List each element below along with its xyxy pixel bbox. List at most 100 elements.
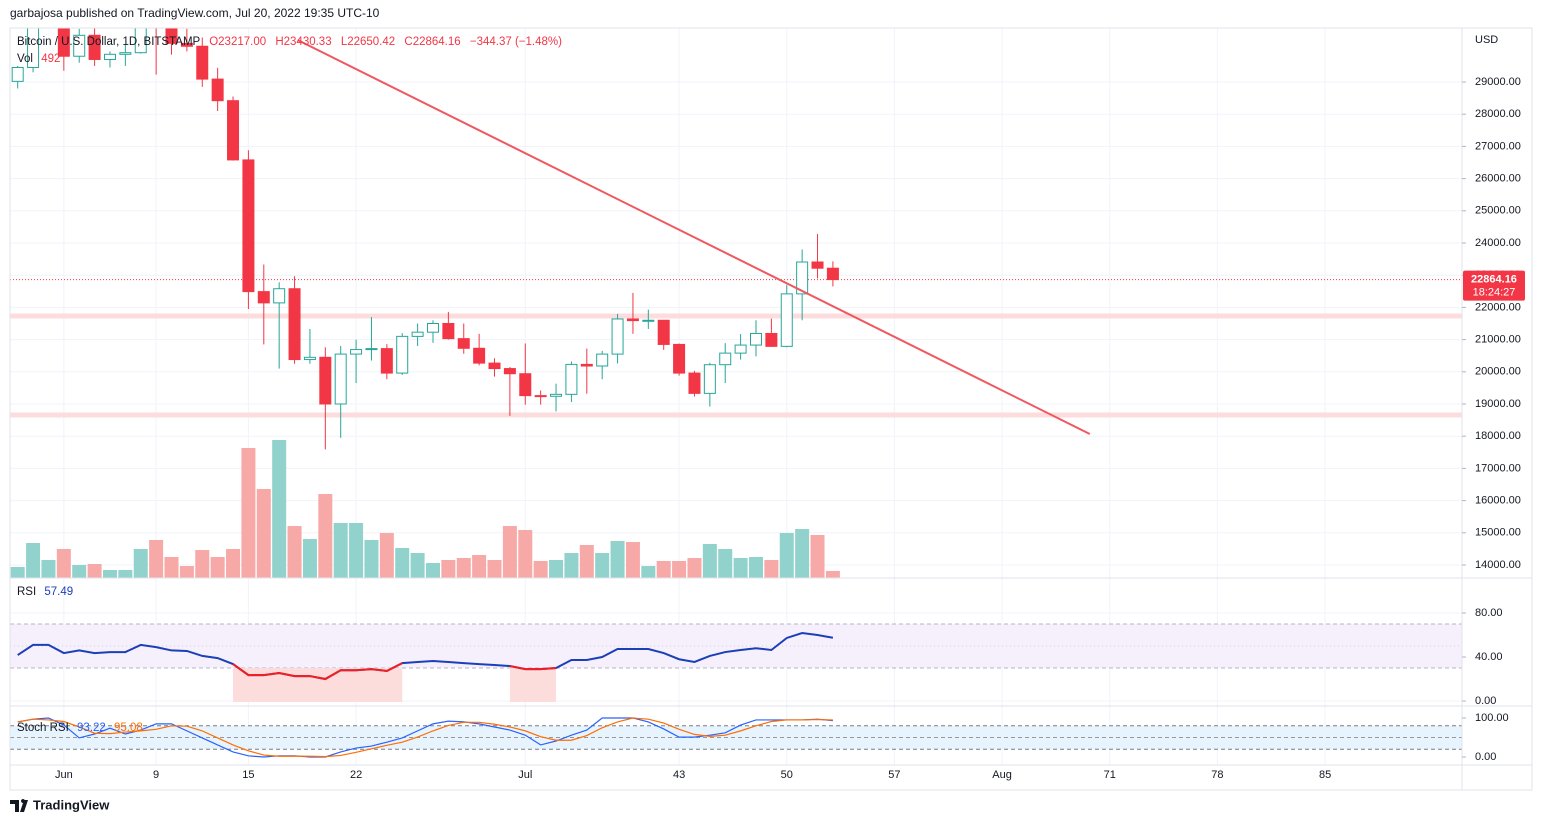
candle-body xyxy=(134,28,147,54)
candle-body xyxy=(211,78,224,102)
candle-body xyxy=(288,288,301,361)
rsi-pane xyxy=(10,623,1462,702)
y-tick-label: 21000.00 xyxy=(1475,334,1521,346)
volume-bar xyxy=(302,539,317,578)
volume-bar xyxy=(425,563,440,578)
support-level xyxy=(10,313,1462,319)
volume-bar xyxy=(825,570,840,578)
volume-bar xyxy=(256,489,271,578)
volume-bar xyxy=(10,567,25,578)
volume-bar xyxy=(210,557,225,578)
x-tick-label: 50 xyxy=(781,769,793,781)
candles xyxy=(10,28,1462,450)
candle-body xyxy=(796,261,809,295)
candle-body xyxy=(411,331,424,337)
volume-bar xyxy=(718,549,733,578)
candle-body xyxy=(749,332,762,346)
x-tick-label: 22 xyxy=(350,769,362,781)
x-tick-label: 71 xyxy=(1104,769,1116,781)
y-tick-label: 0.00 xyxy=(1475,751,1496,763)
volume-bar xyxy=(87,564,102,578)
candle-body xyxy=(426,322,439,333)
x-tick-label: Aug xyxy=(992,769,1012,781)
volume-legend: Vol 492 xyxy=(17,53,60,65)
candle-body xyxy=(673,343,686,374)
footer-logo: TradingView xyxy=(10,797,110,812)
x-tick-label: Jul xyxy=(518,769,532,781)
candle-body xyxy=(319,356,332,405)
oversold-shade xyxy=(509,668,557,702)
volume-bar xyxy=(564,553,579,578)
candle-body xyxy=(227,100,240,161)
candle-body xyxy=(719,352,732,366)
candle-body xyxy=(27,28,40,69)
volume-bar xyxy=(779,533,794,578)
volume-bar xyxy=(272,440,287,578)
y-tick-label: 18000.00 xyxy=(1475,430,1521,442)
legend-high: H23430.33 xyxy=(275,36,331,48)
candle-body xyxy=(180,42,193,47)
y-tick-label: 0.00 xyxy=(1475,695,1496,707)
y-tick-label: 80.00 xyxy=(1475,607,1503,619)
volume-bar xyxy=(748,557,763,578)
rsi-oversold-line xyxy=(232,662,403,681)
legend-open: O23217.00 xyxy=(209,36,266,48)
volume-bars xyxy=(10,440,840,578)
volume-bar xyxy=(764,560,779,578)
candle-body xyxy=(503,368,516,375)
candle-body xyxy=(350,349,363,355)
volume-bar xyxy=(333,523,348,578)
volume-bar xyxy=(149,540,164,578)
candle-body xyxy=(103,53,116,60)
candle-body xyxy=(488,362,501,370)
rsi-band xyxy=(10,624,1462,669)
y-tick-label: 27000.00 xyxy=(1475,140,1521,152)
volume-bar xyxy=(349,523,364,578)
oversold-shade xyxy=(233,668,403,702)
candle-body xyxy=(596,353,609,367)
candle-body xyxy=(442,322,455,340)
y-tick-label: 20000.00 xyxy=(1475,366,1521,378)
candle-body xyxy=(734,344,747,354)
candle-body xyxy=(242,159,255,293)
candle-body xyxy=(811,261,824,269)
volume-bar xyxy=(395,548,410,578)
volume-bar xyxy=(456,558,471,578)
candle-body xyxy=(550,393,563,397)
legend: Bitcoin / U.S. Dollar, 1D, BITSTAMP O232… xyxy=(17,36,562,48)
volume-bar xyxy=(518,530,533,578)
candle-body xyxy=(73,34,86,57)
price-tag-label: 22864.16 xyxy=(1471,273,1517,285)
volume-bar xyxy=(549,560,564,578)
candle-body xyxy=(119,52,132,55)
y-tick-label: 28000.00 xyxy=(1475,108,1521,120)
candle-body xyxy=(626,318,639,322)
stoch-line xyxy=(17,717,833,758)
volume-bar xyxy=(656,561,671,578)
y-tick-label: 19000.00 xyxy=(1475,398,1521,410)
stoch-d-value: 95.08 xyxy=(114,722,143,734)
volume-bar xyxy=(287,526,302,578)
bands xyxy=(10,624,1462,750)
y-tick-label: 17000.00 xyxy=(1475,462,1521,474)
support-level xyxy=(10,412,1462,418)
volume-bar xyxy=(810,535,825,578)
candle-body xyxy=(580,363,593,367)
volume-bar xyxy=(56,549,71,578)
x-tick-label: Jun xyxy=(55,769,73,781)
volume-bar xyxy=(164,557,179,578)
candle-body xyxy=(826,267,839,281)
candle-body xyxy=(565,363,578,395)
volume-bar xyxy=(41,560,56,578)
footer-text: TradingView xyxy=(33,797,110,812)
y-tick-label: 26000.00 xyxy=(1475,173,1521,185)
candle-body xyxy=(657,319,670,345)
candle-body xyxy=(780,293,793,347)
price-tag xyxy=(1463,270,1525,301)
axes: Jun 9 15 22 Jul 43 50 57 Aug 71 78 85 14000.00 15000.… xyxy=(9,27,1533,791)
volume-bar xyxy=(595,553,610,578)
legend-symbol: Bitcoin / U.S. Dollar, 1D, BITSTAMP xyxy=(17,36,201,48)
volume-bar xyxy=(687,558,702,578)
volume-bar xyxy=(241,448,256,578)
